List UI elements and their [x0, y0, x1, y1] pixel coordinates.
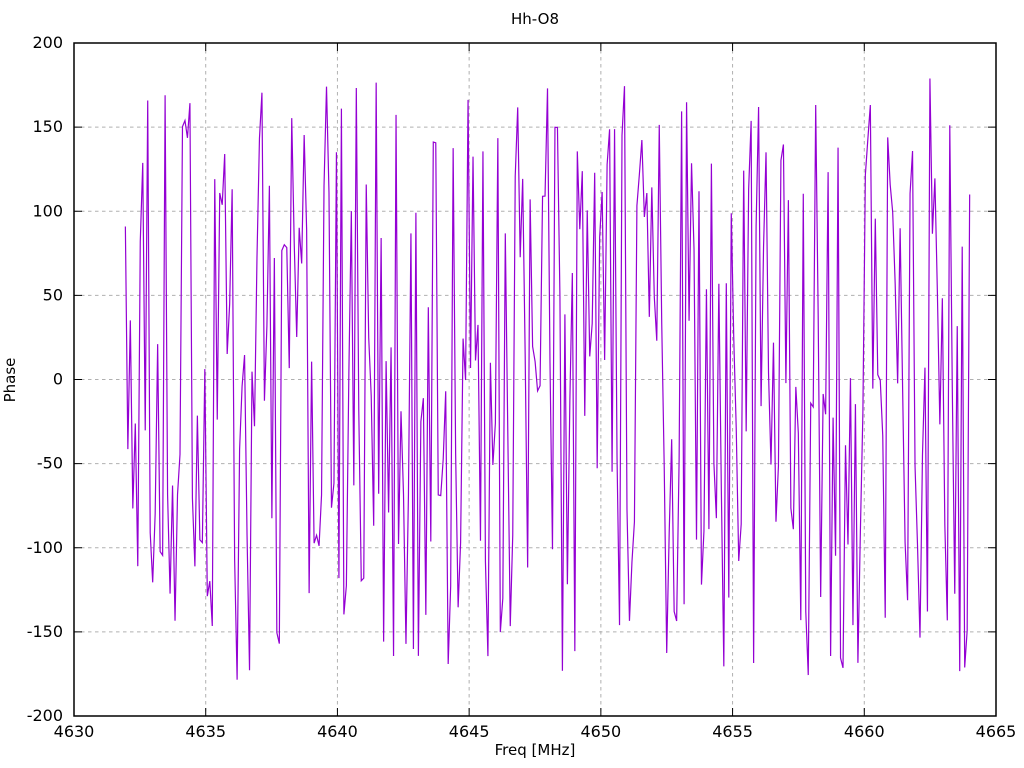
y-tick-label: -150 — [27, 622, 63, 641]
y-tick-label: 100 — [32, 201, 63, 220]
plot-border — [73, 42, 997, 717]
y-tick-label: 0 — [53, 370, 63, 389]
x-tick-label: 4630 — [54, 722, 95, 741]
y-tick-label: 150 — [32, 117, 63, 136]
y-axis-label: Phase — [1, 358, 19, 403]
y-tick-label: 50 — [43, 285, 63, 304]
y-tick-label: 200 — [32, 33, 63, 52]
y-tick-label: -100 — [27, 538, 63, 557]
data-layer — [124, 78, 971, 680]
x-tick-label: 4650 — [580, 722, 621, 741]
x-axis-label: Freq [MHz] — [495, 741, 576, 759]
y-tick-label: -50 — [37, 454, 63, 473]
x-tick-label: 4640 — [317, 722, 358, 741]
phase-series-line — [124, 78, 971, 680]
x-tick-label: 4655 — [712, 722, 753, 741]
axis-layer: 4630 4635 4640 4645 4650 4655 4660 4665 -200 -150… — [27, 33, 1017, 741]
x-tick-label: 4665 — [976, 722, 1017, 741]
plot-title: Hh-O8 — [511, 10, 559, 28]
x-tick-label: 4635 — [185, 722, 226, 741]
y-tick-label: -200 — [27, 706, 63, 725]
x-tick-label: 4645 — [449, 722, 490, 741]
x-tick-label: 4660 — [844, 722, 885, 741]
